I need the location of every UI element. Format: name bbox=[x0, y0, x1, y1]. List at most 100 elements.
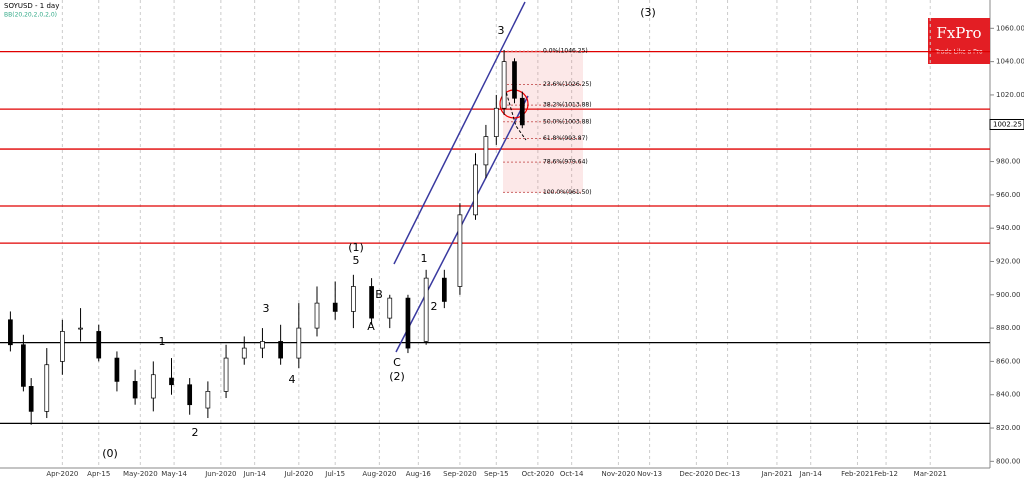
y-tick-label: 820.00 bbox=[996, 424, 1021, 432]
wave-label: 4 bbox=[289, 373, 296, 386]
y-tick-label: 840.00 bbox=[996, 391, 1021, 399]
candle-body bbox=[501, 61, 507, 109]
wave-label: 2 bbox=[192, 426, 199, 439]
x-tick-label: Feb-2021 bbox=[841, 470, 874, 478]
candle-body bbox=[441, 277, 447, 302]
candle-body bbox=[473, 164, 478, 216]
fib-label: 0.0%(1046.25) bbox=[543, 48, 588, 55]
x-tick-label: Nov-2020 bbox=[602, 470, 636, 478]
candle-body bbox=[78, 327, 83, 330]
y-tick-label: 960.00 bbox=[996, 191, 1021, 199]
y-tick-label: 940.00 bbox=[996, 224, 1021, 232]
candle-body bbox=[205, 391, 211, 409]
y-tick-label: 980.00 bbox=[996, 158, 1021, 166]
fib-label: 61.8%(993.87) bbox=[543, 135, 588, 142]
arrow bbox=[504, 87, 527, 141]
price-tag-label: 1002.25 bbox=[993, 120, 1022, 128]
y-tick-label: 1040.00 bbox=[996, 58, 1024, 66]
candle-body bbox=[296, 327, 302, 359]
wave-label: C bbox=[393, 356, 401, 369]
candle-body bbox=[60, 331, 65, 362]
x-tick-label: Mar-2021 bbox=[914, 470, 947, 478]
x-tick-label: Nov-13 bbox=[637, 470, 662, 478]
wave-label: 2 bbox=[431, 300, 438, 313]
candle-body bbox=[332, 302, 338, 312]
candle-body bbox=[187, 384, 193, 406]
chart-title: SOYUSD - 1 day bbox=[4, 2, 59, 10]
x-tick-label: Apr-2020 bbox=[46, 470, 78, 478]
candle-body bbox=[351, 286, 356, 312]
x-tick-label: Jun-2020 bbox=[204, 470, 236, 478]
price-tag bbox=[989, 118, 1024, 130]
fib-label: 100.0%(961.50) bbox=[543, 189, 592, 196]
wave-label: 1 bbox=[421, 252, 428, 265]
y-tick-label: 1020.00 bbox=[996, 91, 1024, 99]
x-tick-label: Feb-12 bbox=[874, 470, 898, 478]
wave-label: (2) bbox=[389, 370, 405, 383]
candle-body bbox=[169, 377, 174, 386]
candle-body bbox=[150, 374, 156, 399]
x-tick-label: Sep-15 bbox=[484, 470, 509, 478]
x-tick-label: Apr-15 bbox=[87, 470, 110, 478]
x-tick-label: Jul-2020 bbox=[283, 470, 313, 478]
y-tick-label: 860.00 bbox=[996, 357, 1021, 365]
y-tick-label: 800.00 bbox=[996, 457, 1021, 465]
x-tick-label: Jun-14 bbox=[242, 470, 266, 478]
y-tick-label: 1060.00 bbox=[996, 24, 1024, 32]
candle-body bbox=[241, 347, 247, 359]
x-tick-label: Aug-2020 bbox=[362, 470, 396, 478]
y-tick-label: 920.00 bbox=[996, 257, 1021, 265]
y-tick-label: 900.00 bbox=[996, 291, 1021, 299]
wave-label: A bbox=[367, 320, 375, 333]
y-tick-label: 880.00 bbox=[996, 324, 1021, 332]
fib-label: 38.2%(1013.88) bbox=[543, 102, 592, 109]
fib-label: 78.6%(979.64) bbox=[543, 159, 588, 166]
channel-line bbox=[393, 1, 526, 265]
x-tick-label: Oct-2020 bbox=[522, 470, 554, 478]
x-tick-label: May-14 bbox=[161, 470, 187, 478]
candle-body bbox=[314, 302, 320, 329]
x-tick-label: Aug-16 bbox=[406, 470, 432, 478]
wave-label: 3 bbox=[263, 302, 270, 315]
wave-label: (0) bbox=[102, 447, 118, 460]
candle-body bbox=[28, 386, 34, 412]
candle-body bbox=[423, 277, 429, 342]
wave-label: (3) bbox=[640, 6, 656, 19]
candle-body bbox=[387, 297, 393, 319]
fib-label: 50.0%(1003.88) bbox=[543, 118, 592, 125]
candle-body bbox=[457, 214, 463, 287]
x-tick-label: Jan-14 bbox=[799, 470, 823, 478]
candle-body bbox=[493, 107, 499, 137]
candle-body bbox=[132, 381, 138, 399]
candle-body bbox=[483, 136, 489, 166]
x-tick-label: Oct-14 bbox=[560, 470, 584, 478]
candle-body bbox=[512, 61, 517, 99]
x-tick-label: Jul-15 bbox=[324, 470, 345, 478]
wave-label: 5 bbox=[353, 254, 360, 267]
candle-body bbox=[519, 97, 525, 126]
wave-label: (1) bbox=[348, 241, 364, 254]
x-tick-label: Jan-2021 bbox=[760, 470, 792, 478]
wave-label: 1 bbox=[159, 335, 166, 348]
candle-body bbox=[223, 357, 229, 392]
candle-body bbox=[21, 344, 26, 387]
candle-body bbox=[369, 286, 374, 319]
candle-body bbox=[114, 357, 120, 382]
logo bbox=[928, 18, 990, 64]
candle-body bbox=[278, 341, 283, 359]
x-tick-label: Sep-2020 bbox=[443, 470, 477, 478]
candle-body bbox=[44, 364, 50, 412]
x-tick-label: Dec-13 bbox=[715, 470, 740, 478]
wave-label: 3 bbox=[498, 24, 505, 37]
x-tick-label: Dec-2020 bbox=[679, 470, 713, 478]
candle-body bbox=[8, 319, 13, 346]
x-tick-label: May-2020 bbox=[123, 470, 158, 478]
fib-label: 23.6%(1026.25) bbox=[543, 81, 592, 88]
logo-name: FxPro bbox=[936, 24, 981, 42]
candle-body bbox=[405, 297, 411, 349]
candle-body bbox=[96, 331, 102, 359]
candle-body bbox=[260, 341, 265, 349]
wave-label: B bbox=[375, 288, 383, 301]
